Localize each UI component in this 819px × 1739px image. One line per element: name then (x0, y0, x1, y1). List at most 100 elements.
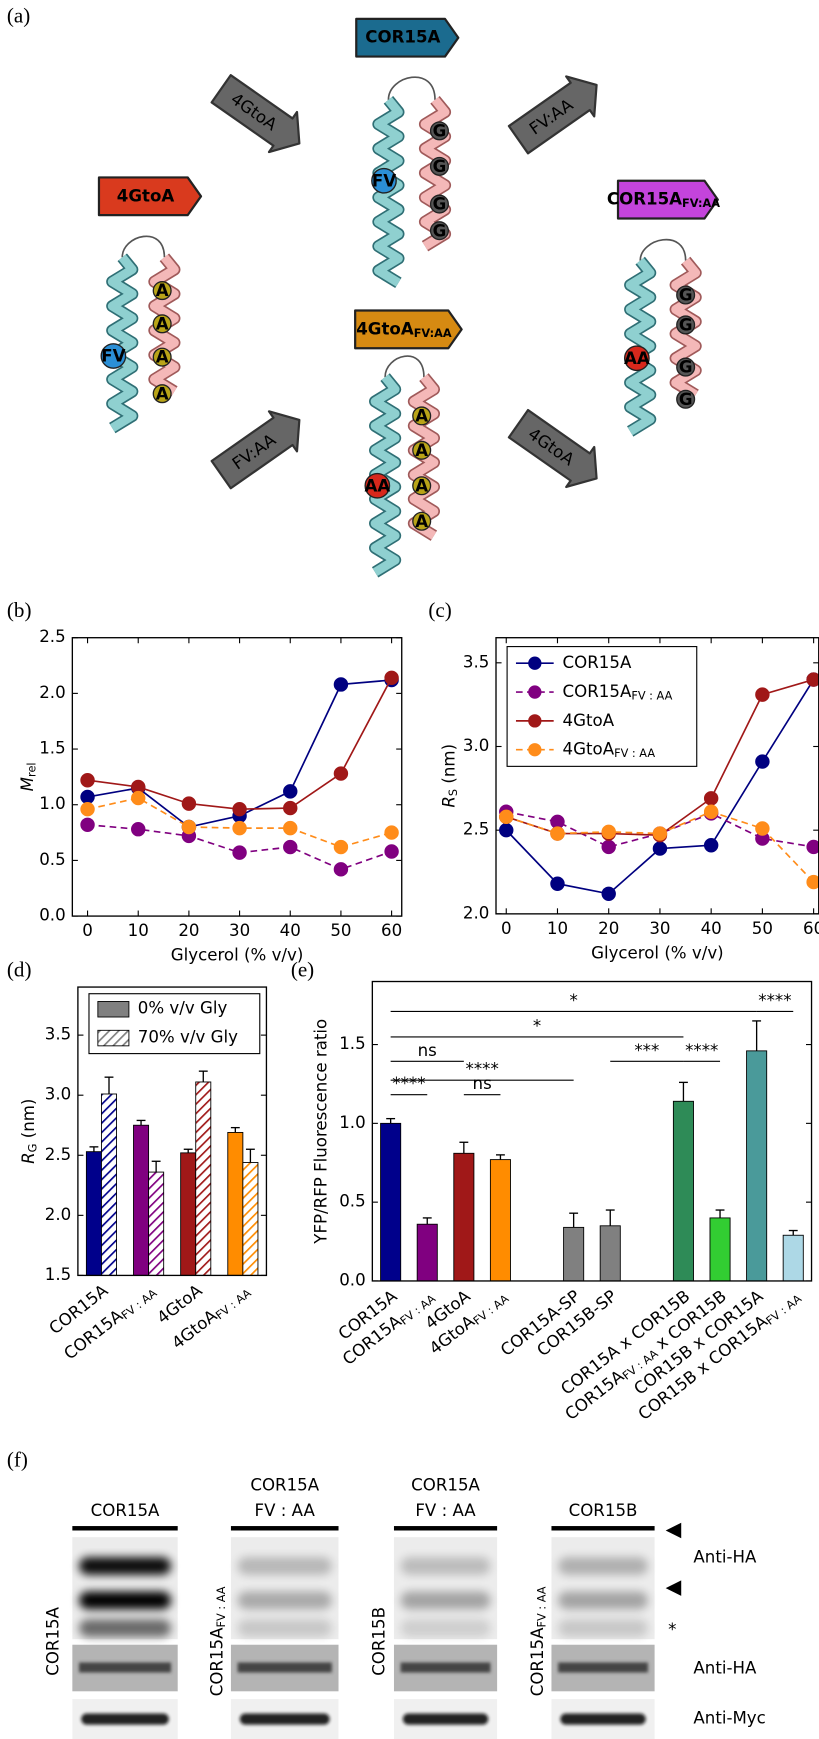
mutation-arrow: FV:AA (507, 75, 598, 155)
blot-row-label: COR15AFV : AA (207, 1586, 228, 1696)
y-axis-label: RG (nm) (19, 1099, 40, 1164)
data-point (703, 804, 719, 819)
x-axis-label: Glycerol (% v/v) (591, 943, 724, 962)
x-tick-label: 0 (82, 921, 93, 940)
band-arrowhead (665, 1522, 682, 1539)
residue-bead (152, 347, 172, 367)
residue-bead (676, 315, 696, 335)
mutation-arrow: FV:AA (210, 410, 301, 490)
panel-label: (e) (291, 957, 314, 981)
y-tick-label: 1.0 (339, 1113, 365, 1132)
y-tick-label: 1.5 (339, 1034, 365, 1053)
variant-name-subscript: FV:AA (682, 197, 720, 210)
bar (599, 1225, 621, 1282)
x-tick-label: 10 (128, 921, 149, 940)
band-arrowhead (665, 1580, 682, 1596)
data-point (550, 876, 565, 891)
residue-label: A (156, 348, 169, 367)
band-marker: * (668, 1620, 676, 1639)
data-point (232, 801, 247, 817)
residue-label: A (156, 281, 169, 300)
y-axis-label: YFP/RFP Fluorescence ratio (311, 1019, 330, 1245)
data-point (333, 677, 349, 692)
blot-band (558, 1619, 648, 1637)
significance-label: * (533, 1016, 541, 1035)
blot-band (558, 1557, 648, 1575)
y-axis-label: Mrel (17, 762, 38, 791)
residue-bead (152, 384, 172, 404)
residue-label: G (433, 221, 447, 240)
y-axis-label-subscript: S (447, 789, 460, 796)
bar (380, 1122, 402, 1282)
data-point (703, 838, 719, 853)
helix (420, 97, 450, 250)
x-tick-label-subscript: FV : AA (764, 1292, 805, 1328)
data-point (333, 839, 349, 855)
blot-band (237, 1619, 332, 1637)
x-tick-label: 60 (381, 921, 402, 940)
antibody-label: Anti-HA (693, 1659, 757, 1678)
bar (85, 1151, 102, 1276)
significance-label: **** (392, 1074, 425, 1093)
blot-row-label: COR15A (43, 1606, 62, 1675)
residue-bead (152, 314, 172, 334)
residue-bead (676, 389, 696, 409)
legend-label: 70% v/v Gly (138, 1028, 238, 1047)
significance-label: **** (758, 991, 791, 1010)
bar (672, 1100, 694, 1282)
blot-band (558, 1662, 648, 1673)
x-tick-label: 50 (330, 921, 351, 940)
blot-band (558, 1591, 648, 1610)
helix (107, 254, 137, 432)
y-tick-label: 2.0 (45, 1205, 71, 1224)
legend-label-part: COR15A (563, 682, 632, 701)
blot-header: COR15A (411, 1476, 480, 1495)
blot-band (400, 1662, 491, 1673)
x-tick-label: 50 (752, 919, 773, 938)
y-tick-label: 0.5 (39, 850, 65, 869)
legend-label: COR15AFV : AA (563, 682, 673, 703)
bar (133, 1124, 150, 1276)
residue-bead (429, 156, 449, 176)
legend-label: 0% v/v Gly (138, 999, 228, 1018)
residue-label: A (156, 314, 169, 333)
x-tick-label-subscript: FV : AA (471, 1292, 512, 1328)
lane-bar (230, 1526, 339, 1531)
data-point (384, 670, 399, 686)
residue-bead (412, 440, 432, 460)
data-point (755, 687, 770, 702)
blot-row-label-part: COR15A (528, 1627, 547, 1696)
variant-badge (355, 17, 460, 58)
blot-row-label: COR15B (369, 1607, 388, 1676)
axes-frame (77, 986, 268, 1277)
variant-name-part: COR15A (365, 27, 440, 46)
bar (489, 1159, 511, 1282)
residue-bead (100, 343, 127, 369)
variant-name: 4GtoAFV:AA (356, 319, 452, 340)
significance-label: **** (466, 1060, 499, 1079)
y-tick-label: 0.0 (339, 1270, 365, 1289)
bar (563, 1226, 585, 1282)
linker-loop (387, 76, 436, 100)
bar (416, 1223, 438, 1282)
residue-label: AA (624, 349, 650, 368)
variant-name-part: 4GtoA (117, 186, 175, 205)
bar (782, 1234, 804, 1282)
blot-row-label-subscript: FV : AA (215, 1586, 228, 1627)
residue-bead (676, 285, 696, 305)
variant-badge (354, 309, 463, 350)
linker-loop (384, 355, 425, 378)
variant-name: COR15A (365, 27, 440, 46)
bar (453, 1152, 475, 1282)
residue-bead (429, 194, 449, 214)
bar (709, 1217, 731, 1282)
x-tick-label: 10 (547, 919, 568, 938)
variant-name: COR15AFV:AA (607, 189, 720, 210)
significance-label: ns (418, 1041, 437, 1060)
data-point (333, 766, 349, 781)
significance-label: *** (634, 1041, 659, 1060)
bar (180, 1152, 197, 1276)
residue-bead (364, 472, 391, 499)
x-axis-label: Glycerol (% v/v) (171, 946, 304, 965)
